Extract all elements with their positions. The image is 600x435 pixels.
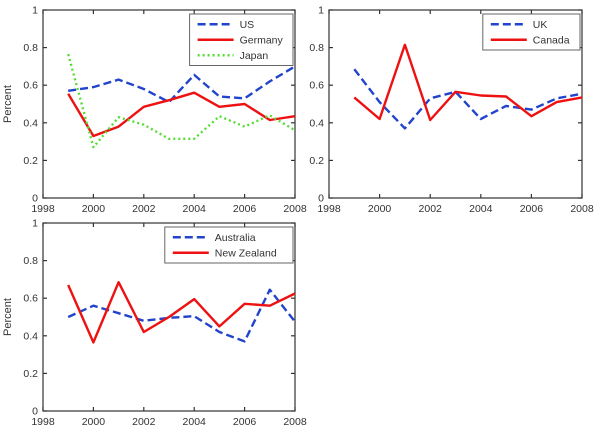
- chart-us-germany-japan: 1998 2000 2002 2004 2006 2008 0 0.2 0.4 0.6 0.8 1 Pe…: [0, 0, 307, 218]
- x-tick-label: 2002: [132, 416, 156, 428]
- x-tick-label: 2006: [520, 203, 544, 215]
- series-line-japan: [67, 53, 296, 149]
- plot-svg: 1998 2000 2002 2004 2006 2008 0 0.2 0.4 0.6 0.8 1 Pe…: [2, 218, 307, 429]
- legend-label: UK: [533, 19, 548, 31]
- y-tick-label: 0.8: [23, 42, 38, 54]
- plot-box: [328, 9, 583, 199]
- y-tick-label: 0: [32, 193, 38, 205]
- y-tick-label: 0.6: [23, 293, 38, 305]
- x-tick-label: 2008: [570, 203, 594, 215]
- y-tick-label: 0.6: [23, 80, 38, 92]
- series-line-germany: [67, 91, 296, 138]
- chart-australia-new-zealand: 1998 2000 2002 2004 2006 2008 0 0.2 0.4 0.6 0.8 1 Pe…: [0, 213, 310, 435]
- series-line-uk: [353, 68, 583, 130]
- x-tick-label: 2008: [283, 203, 307, 215]
- y-tick-label: 1: [32, 218, 38, 230]
- y-tick-label: 0: [32, 406, 38, 418]
- plot-box: [42, 222, 296, 412]
- y-tick-label: 0.4: [309, 117, 324, 129]
- plot-svg: 1998 2000 2002 2004 2006 2008 0 0.2 0.4 0.6 0.8 1 UK…: [309, 5, 594, 216]
- y-axis-label: Percent: [2, 85, 14, 123]
- y-tick-label: 0.6: [309, 80, 324, 92]
- x-tick-label: 2000: [82, 203, 106, 215]
- y-tick-label: 0.2: [23, 368, 38, 380]
- plot-box: [42, 9, 296, 199]
- legend-label: US: [240, 19, 255, 31]
- legend-label: Australia: [215, 232, 256, 244]
- legend-label: New Zealand: [215, 248, 277, 260]
- y-tick-label: 0.4: [23, 117, 38, 129]
- y-axis-label: Percent: [2, 298, 14, 336]
- x-tick-label: 2004: [183, 203, 207, 215]
- x-tick-label: 2008: [283, 416, 307, 428]
- x-tick-label: 1998: [31, 416, 55, 428]
- x-tick-label: 2004: [183, 416, 207, 428]
- legend-box: [482, 13, 581, 51]
- y-tick-label: 0.2: [23, 155, 38, 167]
- plot-svg: 1998 2000 2002 2004 2006 2008 0 0.2 0.4 0.6 0.8 1 Pe…: [2, 5, 307, 216]
- x-tick-label: 2006: [233, 203, 257, 215]
- x-tick-label: 1998: [317, 203, 341, 215]
- legend-label: Canada: [533, 35, 570, 47]
- x-tick-label: 2002: [419, 203, 443, 215]
- series-line-new-zealand: [67, 280, 296, 344]
- y-tick-label: 0.8: [23, 255, 38, 267]
- chart-uk-canada: 1998 2000 2002 2004 2006 2008 0 0.2 0.4 0.6 0.8 1 UK…: [300, 0, 600, 218]
- y-tick-label: 0.2: [309, 155, 324, 167]
- y-tick-label: 1: [318, 5, 324, 17]
- x-tick-label: 2004: [469, 203, 493, 215]
- x-tick-label: 2000: [368, 203, 392, 215]
- y-tick-label: 0.4: [23, 330, 38, 342]
- y-tick-label: 1: [32, 5, 38, 17]
- x-tick-label: 1998: [31, 203, 55, 215]
- x-tick-label: 2006: [233, 416, 257, 428]
- y-tick-label: 0.8: [309, 42, 324, 54]
- series-line-australia: [67, 288, 296, 343]
- legend-label: Japan: [240, 50, 269, 62]
- series-line-us: [68, 65, 296, 104]
- y-tick-label: 0: [318, 193, 324, 205]
- legend-label: Germany: [240, 35, 284, 47]
- series-line-canada: [353, 43, 583, 122]
- legend-box: [164, 226, 294, 264]
- x-tick-label: 2002: [132, 203, 156, 215]
- x-tick-label: 2000: [82, 416, 106, 428]
